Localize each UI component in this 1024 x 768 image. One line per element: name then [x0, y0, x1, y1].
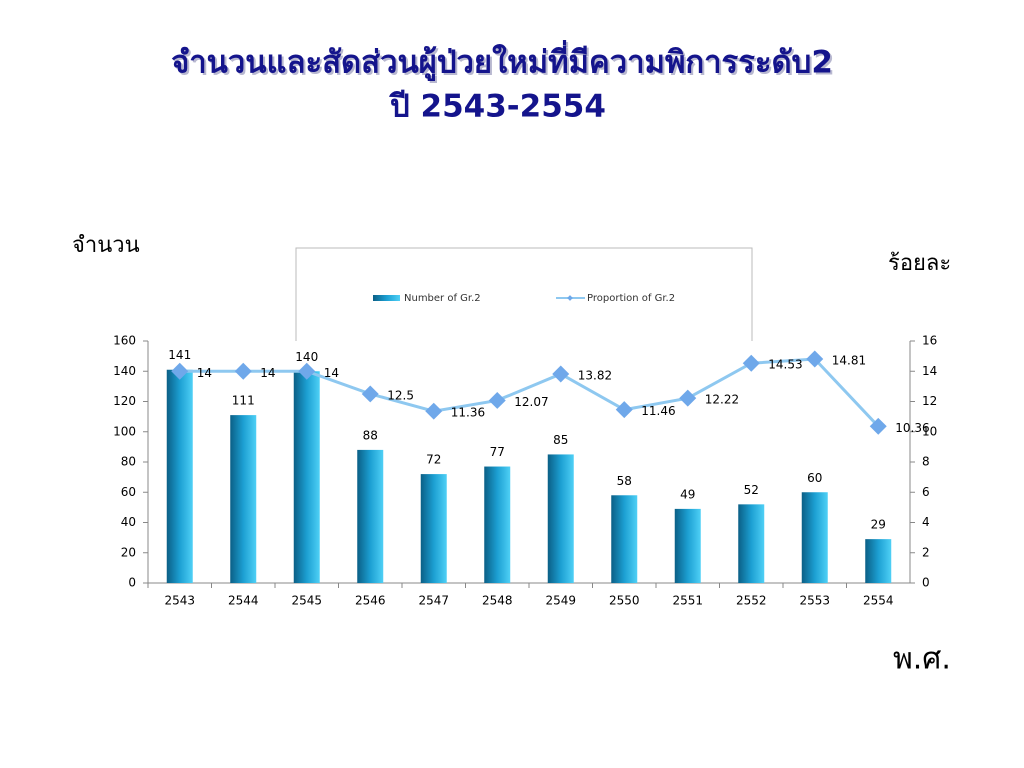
y2-tick-label: 16 — [922, 334, 937, 348]
x-tick-label: 2548 — [482, 594, 513, 608]
y2-tick-label: 0 — [922, 576, 930, 590]
legend-frame — [295, 247, 753, 341]
bar — [293, 371, 320, 583]
legend-marker — [567, 295, 573, 301]
y-tick-label: 100 — [113, 424, 136, 438]
line-value-label: 14 — [324, 366, 339, 380]
line-marker — [488, 391, 506, 409]
bar — [547, 454, 574, 583]
y-tick-label: 80 — [121, 455, 136, 469]
line-marker — [234, 362, 252, 380]
bar-value-label: 88 — [363, 428, 378, 442]
bar-value-label: 140 — [295, 350, 318, 364]
x-tick-label: 2553 — [799, 594, 830, 608]
bar-value-label: 49 — [680, 487, 695, 501]
title-shadow: จำนวนและสัดส่วนผู้ป่วยใหม่ที่มีความพิการ… — [173, 42, 835, 84]
line-value-label: 11.46 — [641, 404, 675, 418]
x-tick-label: 2550 — [609, 594, 640, 608]
bar — [801, 492, 828, 583]
line — [179, 357, 880, 428]
y2-axis-label: ร้อยละ — [888, 251, 951, 276]
line-marker — [425, 402, 443, 420]
line-value-label: 14 — [197, 366, 212, 380]
y2-tick-label: 12 — [922, 394, 937, 408]
plot: 0 20 40 60 80 100 120 140 160 0 2 4 6 8 10 12 14 16 2543 25… — [113, 293, 937, 608]
bar-value-label: 58 — [617, 474, 632, 488]
legend-label: Number of Gr.2 — [404, 293, 481, 304]
line-marker — [552, 365, 570, 383]
y2-tick-label: 6 — [922, 485, 930, 499]
x-axis-label: พ.ศ. — [893, 642, 951, 677]
bar — [484, 466, 511, 583]
legend-swatch — [373, 295, 400, 301]
x-tick-label: 2554 — [863, 594, 894, 608]
chart-title: จำนวนและสัดส่วนผู้ป่วยใหม่ที่มีความพิการ… — [171, 40, 833, 82]
legend-label: Proportion of Gr.2 — [587, 293, 675, 304]
bar-value-label: 85 — [553, 433, 568, 447]
line-marker — [298, 362, 316, 380]
line-value-label: 14.53 — [768, 358, 802, 372]
y-tick-label: 60 — [121, 485, 136, 499]
y2-tick-label: 4 — [922, 515, 930, 529]
bar — [611, 495, 638, 583]
bar-value-label: 111 — [232, 394, 255, 408]
y-tick-label: 20 — [121, 545, 136, 559]
bar-value-label: 141 — [168, 348, 191, 362]
bar — [420, 474, 447, 583]
x-tick-label: 2551 — [672, 594, 703, 608]
x-tick-label: 2545 — [291, 594, 322, 608]
line-value-label: 14 — [260, 366, 275, 380]
x-tick-label: 2549 — [545, 594, 576, 608]
line-marker — [361, 385, 379, 403]
x-tick-label: 2543 — [164, 594, 195, 608]
line-marker — [615, 401, 633, 419]
x-tick-label: 2544 — [228, 594, 259, 608]
bar — [865, 539, 892, 583]
y-tick-label: 40 — [121, 515, 136, 529]
x-tick-label: 2546 — [355, 594, 386, 608]
line-value-label: 12.5 — [387, 388, 414, 402]
bar — [674, 508, 701, 583]
bar — [166, 369, 193, 583]
y-axis-label: จำนวน — [72, 233, 140, 258]
y-tick-label: 160 — [113, 334, 136, 348]
line-value-label: 12.22 — [705, 393, 739, 407]
x-tick-label: 2547 — [418, 594, 449, 608]
y-tick-label: 0 — [128, 576, 136, 590]
bar — [357, 449, 384, 583]
line-marker — [171, 362, 189, 380]
line-value-label: 13.82 — [578, 368, 612, 382]
y2-tick-label: 8 — [922, 455, 930, 469]
bar-value-label: 60 — [807, 471, 822, 485]
line-marker — [806, 350, 824, 368]
bar-value-label: 77 — [490, 445, 505, 459]
x-tick-label: 2552 — [736, 594, 767, 608]
chart-subtitle: ปี 2543-2554 — [389, 89, 606, 125]
y2-tick-label: 2 — [922, 545, 930, 559]
line-value-label: 14.81 — [832, 353, 866, 367]
line-marker — [869, 417, 887, 435]
line-value-label: 11.36 — [451, 406, 485, 420]
line-marker — [742, 354, 760, 372]
line-marker — [679, 389, 697, 407]
bar — [738, 504, 765, 583]
y2-tick-label: 14 — [922, 364, 937, 378]
bar-value-label: 52 — [744, 483, 759, 497]
y-tick-label: 140 — [113, 364, 136, 378]
line-value-label: 10.36 — [895, 421, 929, 435]
bar-value-label: 29 — [871, 518, 886, 532]
bar-value-label: 72 — [426, 453, 441, 467]
y2-tick-label: 10 — [922, 424, 937, 438]
bar — [230, 415, 257, 583]
y-tick-label: 120 — [113, 394, 136, 408]
line-value-label: 12.07 — [514, 395, 548, 409]
